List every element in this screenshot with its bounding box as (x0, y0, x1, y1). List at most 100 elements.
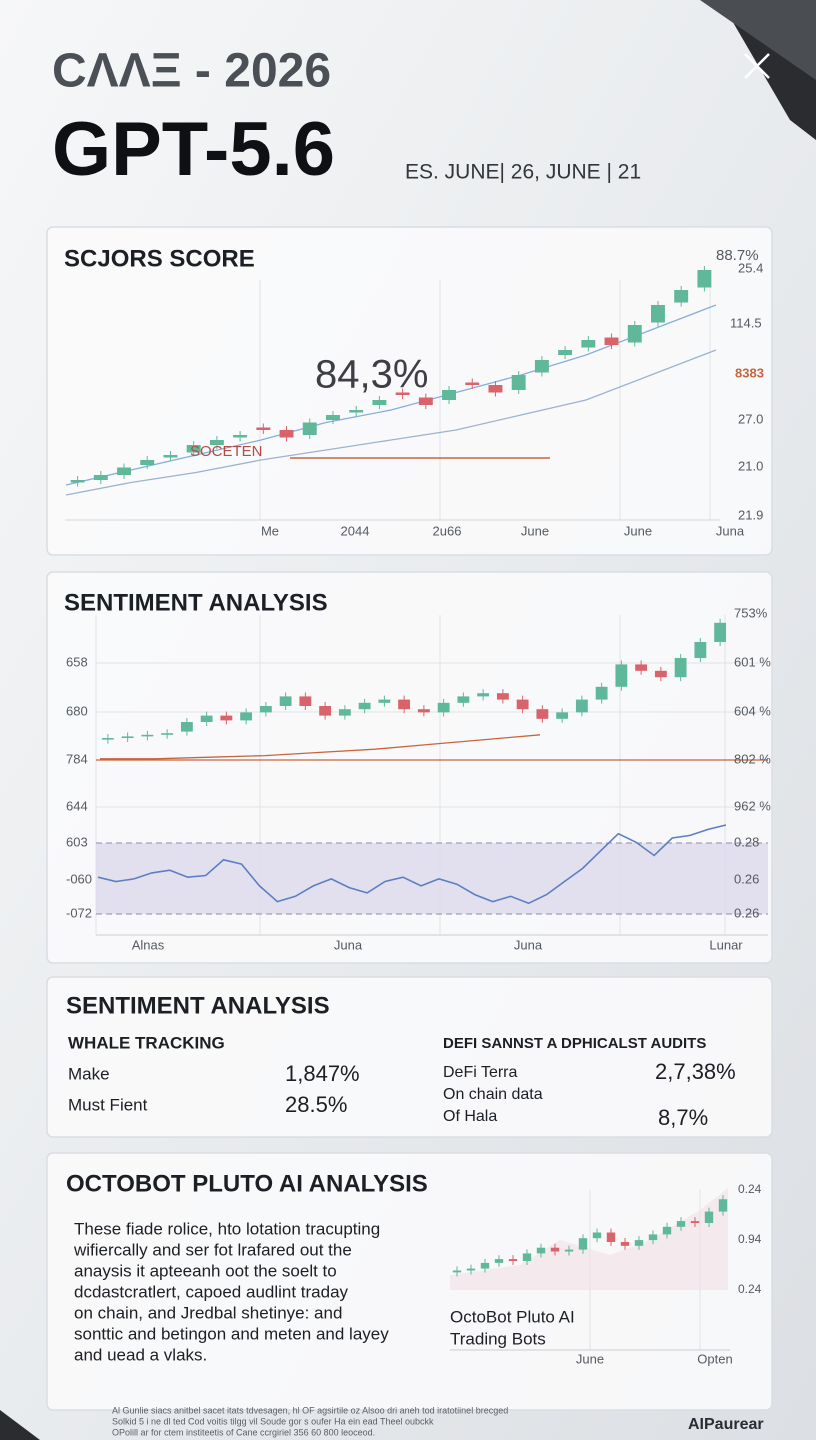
candle (564, 1245, 574, 1256)
close-button[interactable] (744, 53, 770, 79)
candle-body (180, 722, 193, 732)
candle-body (676, 1221, 686, 1227)
trend-line (65, 349, 717, 496)
candle (256, 423, 271, 434)
panel-title: OCTOBOT PLUTO AI ANALYSIS (66, 1170, 428, 1197)
candle-body (101, 738, 114, 740)
section-heading: WHALE TRACKING (68, 1033, 225, 1052)
candle-body (511, 375, 526, 390)
header-dates: ES. JUNE| 26, JUNE | 21 (405, 161, 641, 184)
candle-body (718, 1199, 728, 1212)
paragraph-line: wifiercally and ser fot lrafared out the (73, 1240, 352, 1259)
stat-label: Make (68, 1064, 110, 1083)
candle (259, 702, 272, 717)
candle-body (508, 1259, 518, 1261)
candle-body (437, 702, 450, 713)
disclaimer-line: Al Gunlie siacs anitbel sacet itats tdve… (112, 1405, 508, 1415)
axis-label: 658 (66, 654, 88, 669)
candle-body (635, 664, 648, 671)
candle-body (575, 699, 588, 713)
candle-body (648, 1234, 658, 1241)
stat-label: Must Fient (68, 1095, 148, 1114)
candle-body (466, 1268, 476, 1271)
candle (662, 1222, 672, 1239)
candle-body (704, 1211, 714, 1223)
candle (480, 1258, 490, 1273)
axis-label: 802 % (734, 751, 771, 766)
candle (457, 692, 470, 707)
x-axis-label: Alnas (132, 937, 165, 952)
candle (299, 692, 312, 710)
candle (690, 1217, 700, 1227)
candle-body (662, 1226, 672, 1235)
candle-body (457, 696, 470, 703)
candle (620, 1238, 630, 1250)
candle-body (349, 410, 364, 413)
candle (536, 705, 549, 723)
axis-label: 784 (66, 751, 88, 766)
candle-body (674, 658, 687, 678)
x-axis-label: Juna (334, 937, 363, 952)
x-axis-label: Lunar (709, 937, 743, 952)
candle-body (516, 699, 529, 710)
axis-label: 962 % (734, 798, 771, 813)
candle-body (220, 715, 233, 721)
candle (417, 705, 430, 717)
candle-body (697, 270, 712, 288)
candle (117, 463, 131, 479)
candle-body (452, 1270, 462, 1273)
stats-panel (46, 976, 773, 1138)
candle-body (372, 400, 387, 405)
paragraph-line: anaysis it apteeanh oot the soelt to (74, 1261, 337, 1280)
axis-label: 0.26 (734, 871, 759, 886)
axis-label: -060 (66, 871, 92, 886)
candle-body (93, 475, 108, 480)
candle-body (70, 480, 85, 483)
candle-body (488, 385, 503, 393)
panel-title: SENTIMENT ANALYSIS (66, 992, 330, 1019)
candle (536, 1243, 546, 1258)
section-heading: DEFI SANNST A DPHICALST AUDITS (443, 1035, 706, 1052)
candle-body (117, 467, 131, 475)
panel-title: SCJORS SCORE (64, 245, 255, 272)
candle (488, 381, 503, 397)
candle (220, 711, 233, 725)
candle (372, 396, 387, 409)
axis-label: 604 % (734, 703, 771, 718)
candle (592, 1228, 602, 1243)
candle (704, 1207, 714, 1227)
candle-body (418, 397, 433, 405)
candle (349, 406, 364, 417)
candle-body (592, 1232, 602, 1239)
candle (718, 1195, 728, 1216)
candle (651, 301, 665, 327)
candle-body (477, 693, 490, 697)
stat-value: 1,847% (285, 1061, 360, 1086)
trend-line (100, 734, 541, 760)
analysis-panel (46, 1152, 773, 1411)
candle-body (604, 337, 619, 345)
stat-value: 8,7% (658, 1105, 708, 1130)
candle-body (595, 686, 608, 700)
x-axis-label: Me (261, 523, 279, 538)
corner-decoration (700, 0, 816, 80)
axis-label: 0.24 (738, 1182, 762, 1196)
oscillator-line (97, 824, 727, 905)
candle (442, 386, 456, 404)
candle-body (140, 460, 155, 465)
trend-line (65, 304, 717, 486)
axis-label: 21.9 (738, 507, 763, 522)
candle-body (299, 696, 312, 706)
candle (697, 266, 712, 292)
candle-body (209, 440, 224, 445)
candle-body (378, 699, 391, 703)
candle (186, 441, 201, 457)
candle (674, 654, 687, 682)
x-axis-label: 2u66 (433, 523, 462, 538)
candle (494, 1255, 504, 1267)
candle (140, 456, 155, 469)
candle-body (121, 736, 134, 738)
candle-body (326, 415, 340, 420)
